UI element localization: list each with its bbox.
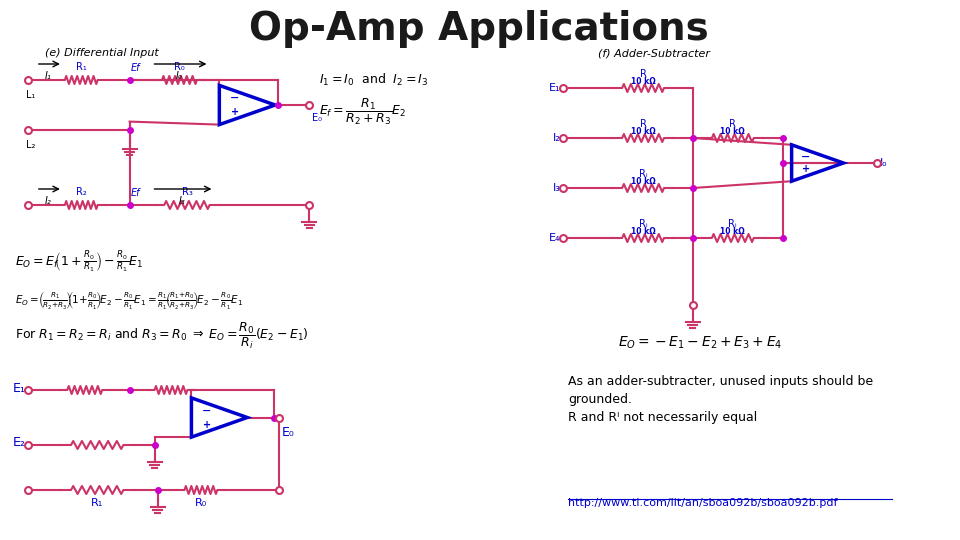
Text: I₂: I₂: [44, 196, 51, 206]
Text: 10 kΩ: 10 kΩ: [631, 127, 656, 136]
Text: 10 kΩ: 10 kΩ: [720, 127, 745, 136]
Text: E₁: E₁: [549, 83, 561, 93]
Text: 10 kΩ: 10 kΩ: [631, 227, 656, 236]
Text: −: −: [203, 406, 211, 415]
Text: Ef: Ef: [131, 188, 140, 198]
Text: −: −: [802, 152, 810, 161]
Text: http://www.ti.com/lit/an/sboa092b/sboa092b.pdf: http://www.ti.com/lit/an/sboa092b/sboa09…: [568, 498, 838, 508]
Text: R₁: R₁: [91, 498, 104, 508]
Text: R: R: [639, 119, 646, 129]
Text: R: R: [730, 119, 736, 129]
Text: 10 kΩ: 10 kΩ: [631, 77, 656, 86]
Text: +: +: [203, 420, 211, 429]
Text: Rᵢ: Rᵢ: [638, 219, 647, 229]
Text: E₀: E₀: [312, 113, 322, 123]
Text: R₂: R₂: [76, 187, 86, 197]
Text: $I_1 = I_0$  and  $I_2 = I_3$: $I_1 = I_0$ and $I_2 = I_3$: [319, 72, 428, 88]
Text: L₂: L₂: [26, 140, 36, 150]
Text: I₂: I₂: [553, 133, 561, 143]
Text: As an adder-subtracter, unused inputs should be
grounded.
R and Rᴵ not necessari: As an adder-subtracter, unused inputs sh…: [568, 375, 874, 424]
Text: For $R_1 = R_2 = R_i$ and $R_3 = R_0 \;\Rightarrow\; E_O = \dfrac{R_0}{R_i}(E_2 : For $R_1 = R_2 = R_i$ and $R_3 = R_0 \;\…: [15, 321, 309, 351]
Text: E₀: E₀: [282, 426, 295, 438]
Text: Op-Amp Applications: Op-Amp Applications: [249, 10, 708, 48]
Text: +: +: [230, 107, 239, 117]
Text: $E_O = E_f\!\left(1+\frac{R_0}{R_1}\right) - \frac{R_0}{R_1}E_1$: $E_O = E_f\!\left(1+\frac{R_0}{R_1}\righ…: [15, 249, 143, 274]
Text: Iₒ: Iₒ: [880, 158, 888, 168]
Text: Rᵢ: Rᵢ: [638, 169, 647, 179]
Text: I₃: I₃: [179, 196, 185, 206]
Text: Ef: Ef: [131, 63, 140, 73]
Text: $E_O = -E_1 - E_2 + E_3 + E_4$: $E_O = -E_1 - E_2 + E_3 + E_4$: [618, 335, 782, 352]
Text: Rᵢ: Rᵢ: [729, 219, 737, 229]
Text: R₀: R₀: [174, 62, 185, 72]
Text: 10 kΩ: 10 kΩ: [631, 177, 656, 186]
Text: (f) Adder-Subtracter: (f) Adder-Subtracter: [598, 48, 710, 58]
Text: (e) Differential Input: (e) Differential Input: [45, 48, 158, 58]
Text: I₁: I₁: [44, 71, 51, 81]
Text: +: +: [802, 165, 810, 174]
Text: R₀: R₀: [195, 498, 207, 508]
Text: R₃: R₃: [181, 187, 192, 197]
Text: $E_f = \dfrac{R_1}{R_2+R_3}E_2$: $E_f = \dfrac{R_1}{R_2+R_3}E_2$: [319, 97, 406, 127]
Text: I₃: I₃: [552, 183, 561, 193]
Text: E₂: E₂: [13, 436, 26, 449]
Text: 10 kΩ: 10 kΩ: [720, 227, 745, 236]
Text: L₁: L₁: [26, 90, 36, 100]
Text: E₁: E₁: [13, 381, 26, 395]
Text: R₁: R₁: [76, 62, 86, 72]
Text: R: R: [639, 69, 646, 79]
Text: E₄: E₄: [549, 233, 561, 243]
Text: −: −: [230, 93, 239, 103]
Text: $E_O = \!\left(\!\frac{R_1}{R_2\!+\!R_3}\!\right)\!\!\left(\!1\!+\!\frac{R_0}{R_: $E_O = \!\left(\!\frac{R_1}{R_2\!+\!R_3}…: [15, 289, 243, 311]
Text: I₀: I₀: [176, 71, 182, 81]
